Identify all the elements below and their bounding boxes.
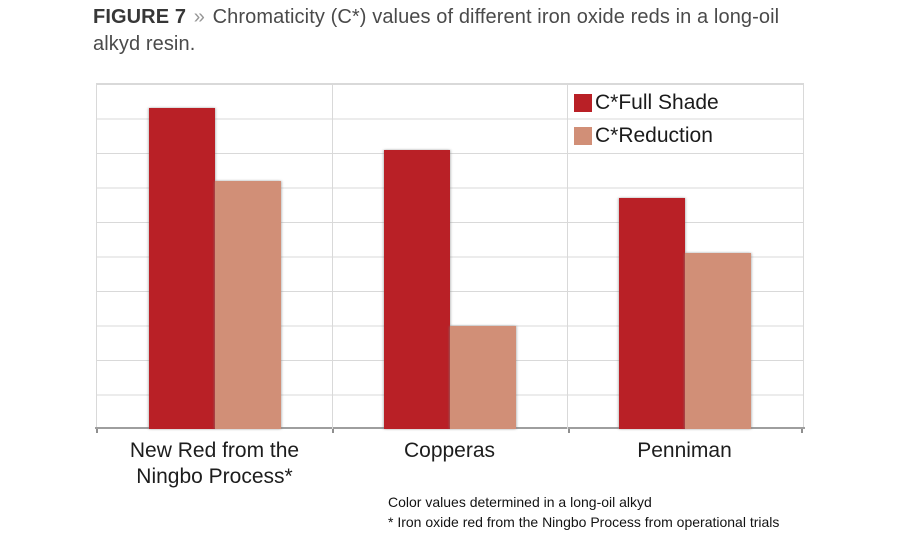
category-labels: New Red from the Ningbo Process* Coppera… — [97, 438, 803, 498]
legend-label-full-shade: C*Full Shade — [595, 90, 719, 114]
legend-item-full-shade: C*Full Shade — [568, 88, 803, 117]
plot-area: C*Full Shade C*Reduction — [96, 83, 804, 429]
axis-tick — [568, 429, 570, 433]
figure-label: FIGURE 7 — [93, 6, 187, 28]
figure-title: FIGURE 7 » Chromaticity (C*) values of d… — [93, 4, 798, 58]
reduction-color-swatch — [574, 126, 592, 145]
footnotes: Color values determined in a long-oil al… — [388, 492, 779, 532]
figure-caption: Chromaticity (C*) values of different ir… — [93, 6, 780, 55]
category-label-penniman: Penniman — [637, 439, 732, 462]
axis-tick — [96, 429, 98, 433]
category-label-ningbo: New Red from the Ningbo Process* — [129, 439, 300, 488]
bar-copperas-c-reduction — [450, 325, 516, 429]
legend-item-reduction: C*Reduction — [568, 121, 803, 150]
full-shade-color-swatch — [574, 93, 592, 112]
bar-penniman-c-reduction — [685, 253, 752, 429]
footnote-line-1: Color values determined in a long-oil al… — [388, 494, 652, 510]
bar-new-red-from-the-ningbo-process-c-full-shade — [148, 108, 215, 429]
category-separator-gridline — [332, 84, 333, 429]
double-chevron-icon: » — [193, 6, 205, 28]
axis-tick — [332, 429, 334, 433]
footnote-line-2: * Iron oxide red from the Ningbo Process… — [388, 514, 780, 530]
bar-copperas-c-full-shade — [384, 149, 450, 429]
bars-layer — [97, 84, 803, 429]
bar-new-red-from-the-ningbo-process-c-reduction — [214, 180, 281, 429]
bar-penniman-c-full-shade — [619, 197, 686, 429]
category-separator-gridline — [567, 84, 568, 429]
axis-tick — [801, 429, 803, 433]
legend-label-reduction: C*Reduction — [595, 123, 713, 147]
category-label-copperas: Copperas — [403, 439, 496, 462]
